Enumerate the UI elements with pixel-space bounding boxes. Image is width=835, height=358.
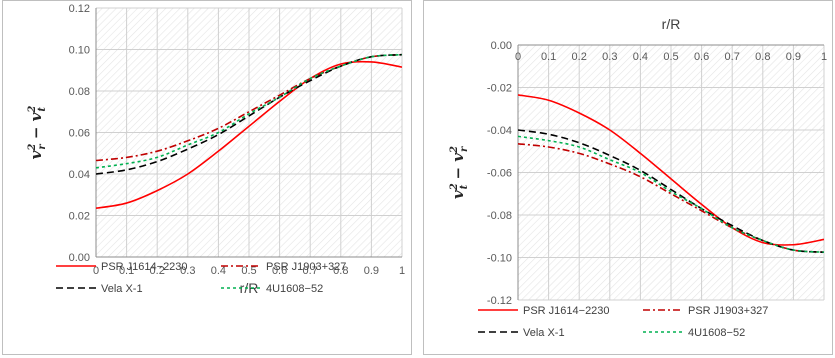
chart-panel-right: 0.00 -0.02 -0.04 -0.06 -0.08 -0.10 -0.12 0 0.1 0.… xyxy=(423,0,833,355)
y-tick-label: -0.12 xyxy=(487,295,512,307)
series-line-4 xyxy=(96,53,402,169)
chart-right: 0.00 -0.02 -0.04 -0.06 -0.08 -0.10 -0.12 0 0.1 0.… xyxy=(449,16,827,339)
x-tick-label: 0.4 xyxy=(211,265,226,277)
x-tick-label: 0.8 xyxy=(333,265,348,277)
x-tick-label: 0.6 xyxy=(272,265,287,277)
legend-label: PSR J1614−2230 xyxy=(101,261,188,273)
x-axis-title: r/R xyxy=(240,280,259,296)
x-tick-label: 0.3 xyxy=(602,51,617,63)
legend-label: PSR J1903+327 xyxy=(266,261,346,273)
y-tick-label: 0.12 xyxy=(69,3,90,15)
legend-label: 4U1608−52 xyxy=(266,283,323,295)
y-tick-label: 0.00 xyxy=(491,40,512,52)
x-tick-label: 0.2 xyxy=(572,51,587,63)
x-tick-label: 0.1 xyxy=(119,265,134,277)
x-tick-label: 0 xyxy=(515,51,521,63)
legend-label: Vela X-1 xyxy=(523,327,565,339)
x-tick-label: 0.9 xyxy=(364,265,379,277)
x-tick-label: 0.2 xyxy=(150,265,165,277)
x-tick-label: 0.5 xyxy=(241,265,256,277)
x-tick-label: 0.7 xyxy=(303,265,318,277)
legend-label: PSR J1614−2230 xyxy=(523,305,610,317)
y-tick-label: 0.10 xyxy=(69,45,90,57)
chart-panel-left: 0.00 0.02 0.04 0.06 0.08 0.10 0.12 0 0.1 0.2 0.3 0.… xyxy=(2,0,412,355)
chart-left: 0.00 0.02 0.04 0.06 0.08 0.10 0.12 0 0.1 0.2 0.3 0.… xyxy=(27,3,405,296)
x-tick-label: 0.7 xyxy=(725,51,740,63)
y-axis-title: v2r − v2t xyxy=(27,106,48,160)
x-tick-label: 0 xyxy=(93,265,99,277)
x-tick-label: 1 xyxy=(821,51,827,63)
x-tick-label: 0.4 xyxy=(633,51,648,63)
x-tick-label: 0.9 xyxy=(786,51,801,63)
y-tick-label: 0.06 xyxy=(69,128,90,140)
legend-label: Vela X-1 xyxy=(101,283,143,295)
legend-label: PSR J1903+327 xyxy=(688,305,768,317)
x-tick-label: 0.6 xyxy=(694,51,709,63)
x-axis-title: r/R xyxy=(662,16,681,32)
y-tick-label: -0.08 xyxy=(487,210,512,222)
y-tick-label: 0.04 xyxy=(69,169,90,181)
y-tick-label: 0.08 xyxy=(69,86,90,98)
y-tick-label: -0.04 xyxy=(487,125,512,137)
y-tick-label: -0.10 xyxy=(487,253,512,265)
x-tick-label: 0.1 xyxy=(541,51,556,63)
x-tick-label: 1 xyxy=(399,265,405,277)
legend-label: 4U1608−52 xyxy=(688,327,745,339)
y-axis-title: v2t − v2r xyxy=(449,146,470,199)
y-tick-label: -0.02 xyxy=(487,83,512,95)
x-tick-label: 0.5 xyxy=(663,51,678,63)
y-tick-label: 0.02 xyxy=(69,211,90,223)
x-tick-label: 0.3 xyxy=(180,265,195,277)
series-line-4 xyxy=(518,135,824,253)
x-tick-label: 0.8 xyxy=(755,51,770,63)
y-tick-label: -0.06 xyxy=(487,168,512,180)
y-tick-label: 0.00 xyxy=(69,252,90,264)
